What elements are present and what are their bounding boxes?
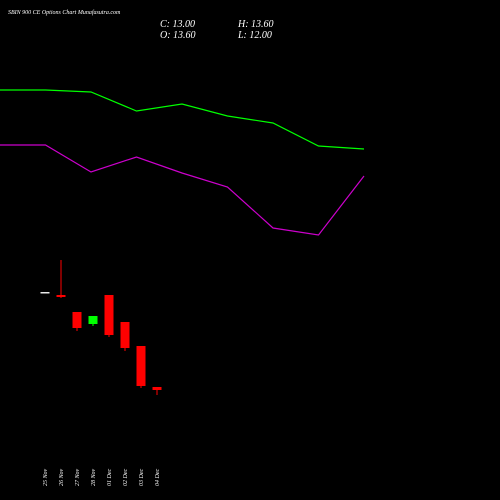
indicator-line: [0, 144, 365, 236]
x-tick-label: 26 Nov: [59, 468, 65, 486]
x-tick-label: 01 Dec: [107, 469, 113, 486]
candle-body: [40, 292, 50, 294]
candle-body: [88, 316, 98, 324]
x-tick-label: 27 Nov: [75, 468, 81, 486]
x-tick-label: 03 Dec: [139, 469, 145, 486]
x-tick-label: 25 Nov: [43, 468, 49, 486]
candle-body: [152, 387, 162, 390]
ohlc-close: C: 13.00: [160, 19, 195, 30]
candle-body: [72, 312, 82, 328]
candle-body: [104, 295, 114, 335]
candle-body: [56, 295, 66, 297]
x-tick-label: 28 Nov: [91, 468, 97, 486]
candle-body: [120, 322, 130, 348]
chart-title: SBIN 900 CE Options Chart Munafasutra.co…: [8, 9, 121, 16]
ohlc-low: L: 12.00: [237, 30, 272, 41]
x-tick-label: 02 Dec: [123, 469, 129, 486]
ohlc-high: H: 13.60: [237, 19, 274, 30]
ohlc-open: O: 13.60: [160, 30, 196, 41]
candle-body: [136, 346, 146, 386]
x-tick-label: 04 Dec: [154, 469, 161, 486]
indicator-line: [0, 89, 365, 150]
